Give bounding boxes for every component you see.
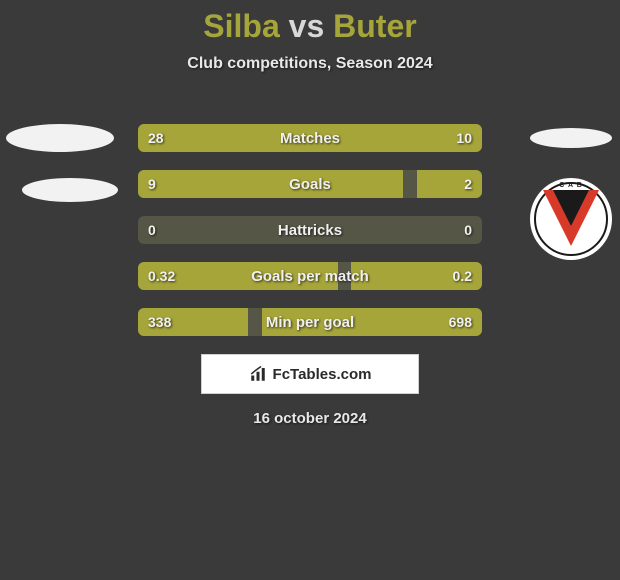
vs-label: vs: [289, 8, 325, 44]
comparison-title: Silba vs Buter: [0, 0, 620, 45]
date-label: 16 october 2024: [0, 410, 620, 427]
bar-chart-icon: [249, 365, 267, 383]
player1-name: Silba: [203, 8, 279, 44]
stat-bar-row: 2810Matches: [138, 124, 482, 152]
player2-badge-placeholder-icon: [530, 128, 612, 148]
stat-bar-row: 338698Min per goal: [138, 308, 482, 336]
logo-text: FcTables.com: [273, 366, 372, 383]
stat-bars: 2810Matches 92Goals 00Hattricks 0.320.2Goal…: [138, 124, 482, 354]
stat-label: Hattricks: [138, 216, 482, 244]
stat-label: Goals: [138, 170, 482, 198]
stat-label: Goals per match: [138, 262, 482, 290]
player1-badge-placeholder-icon: [6, 124, 114, 152]
stat-label: Min per goal: [138, 308, 482, 336]
stat-bar-row: 00Hattricks: [138, 216, 482, 244]
stat-label: Matches: [138, 124, 482, 152]
subtitle: Club competitions, Season 2024: [0, 55, 620, 73]
player1-club-placeholder-icon: [22, 178, 118, 202]
player2-name: Buter: [333, 8, 417, 44]
player2-club-badge-icon: C A B: [530, 178, 612, 260]
fctables-logo: FcTables.com: [201, 354, 419, 394]
stat-bar-row: 92Goals: [138, 170, 482, 198]
club-badge-text: C A B: [530, 182, 612, 189]
stat-bar-row: 0.320.2Goals per match: [138, 262, 482, 290]
